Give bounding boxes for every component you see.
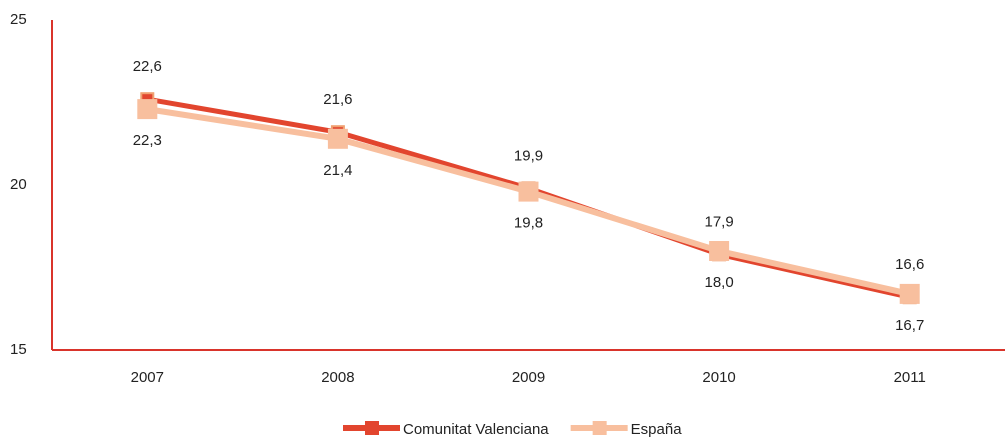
- x-tick-label: 2008: [321, 369, 354, 386]
- point-marker: [518, 181, 539, 202]
- x-tick-label: 2009: [512, 369, 545, 386]
- legend-marker: [365, 421, 379, 435]
- point-marker: [899, 283, 920, 304]
- data-label: 18,0: [704, 274, 733, 291]
- x-tick-label: 2010: [702, 369, 735, 386]
- legend-label: Comunitat Valenciana: [403, 421, 549, 438]
- point-marker: [327, 128, 348, 149]
- legend-marker: [592, 421, 607, 435]
- data-label: 22,6: [133, 58, 162, 75]
- data-label: 17,9: [704, 213, 733, 230]
- y-tick-label: 20: [10, 176, 27, 193]
- data-label: 16,7: [895, 317, 924, 334]
- x-tick-label: 2007: [131, 369, 164, 386]
- legend-label: España: [631, 421, 683, 438]
- point-marker: [137, 99, 158, 120]
- data-label: 19,8: [514, 215, 543, 232]
- x-tick-label: 2011: [894, 369, 926, 386]
- data-label: 21,6: [323, 91, 352, 108]
- data-label: 19,9: [514, 147, 543, 164]
- data-label: 16,6: [895, 256, 924, 273]
- y-tick-label: 15: [10, 341, 27, 358]
- y-tick-label: 25: [10, 11, 27, 28]
- data-label: 21,4: [323, 162, 352, 179]
- point-marker: [709, 241, 730, 261]
- data-label: 22,3: [133, 132, 162, 149]
